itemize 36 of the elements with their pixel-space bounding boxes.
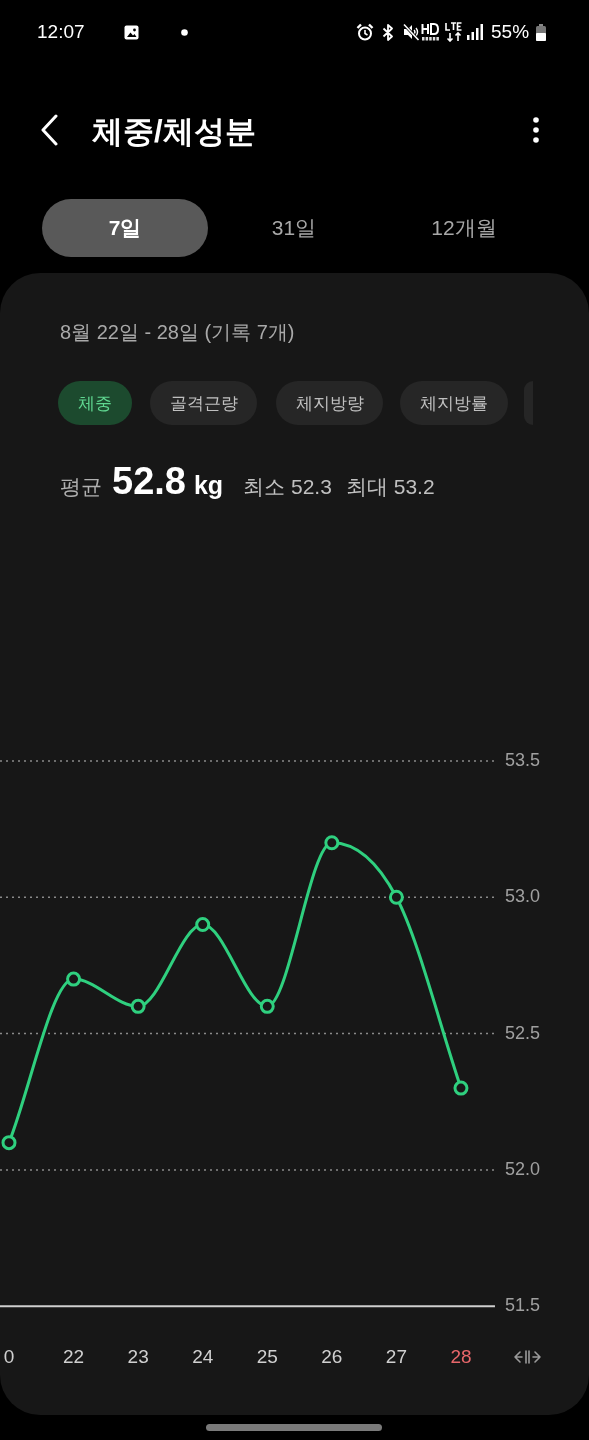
text: 12개월 xyxy=(431,215,497,241)
tab-pill: 7일 xyxy=(42,199,208,257)
chart-subtitle: 8월 22일 - 28일 (기록 7개) xyxy=(60,320,295,345)
point xyxy=(66,971,82,987)
x-tick-label: 23 xyxy=(127,1345,149,1367)
x-tick-label: 26 xyxy=(321,1345,343,1367)
y-tick-label: 51.5 xyxy=(504,1295,541,1316)
text: 평균 xyxy=(60,474,102,500)
chart-title: 체중/체성분 xyxy=(92,113,256,151)
x-tick-label: 25 xyxy=(256,1345,278,1367)
x-tick-label: 0 xyxy=(3,1345,15,1367)
x-tick-label: 22 xyxy=(63,1345,85,1367)
y-tick-label: 52.0 xyxy=(504,1158,541,1179)
text: 55% xyxy=(491,21,530,43)
text: 최소 52.3 xyxy=(243,474,332,500)
x-tick-label: 24 xyxy=(192,1345,214,1367)
y-tick-label: 53.5 xyxy=(504,749,541,770)
x-tick-label: 28 xyxy=(450,1345,472,1367)
text: kg xyxy=(193,471,224,500)
filter-chip: 골격근량 xyxy=(150,381,257,425)
filter-chip: 체지방률 xyxy=(400,381,508,425)
filter-chip: 체지방량 xyxy=(276,381,383,425)
point xyxy=(453,1080,469,1096)
point xyxy=(388,889,404,905)
point xyxy=(130,998,146,1014)
y-tick-label: 53.0 xyxy=(504,886,541,907)
text: 12:07 xyxy=(37,21,85,43)
text: 52.8 xyxy=(112,460,186,503)
text: 최대 53.2 xyxy=(345,474,435,500)
x-tick-label: 27 xyxy=(385,1345,407,1367)
point xyxy=(259,998,275,1014)
point xyxy=(324,835,340,851)
point xyxy=(195,917,211,933)
y-tick-label: 52.5 xyxy=(504,1022,541,1043)
text: 31일 xyxy=(271,215,317,241)
point xyxy=(1,1135,17,1151)
